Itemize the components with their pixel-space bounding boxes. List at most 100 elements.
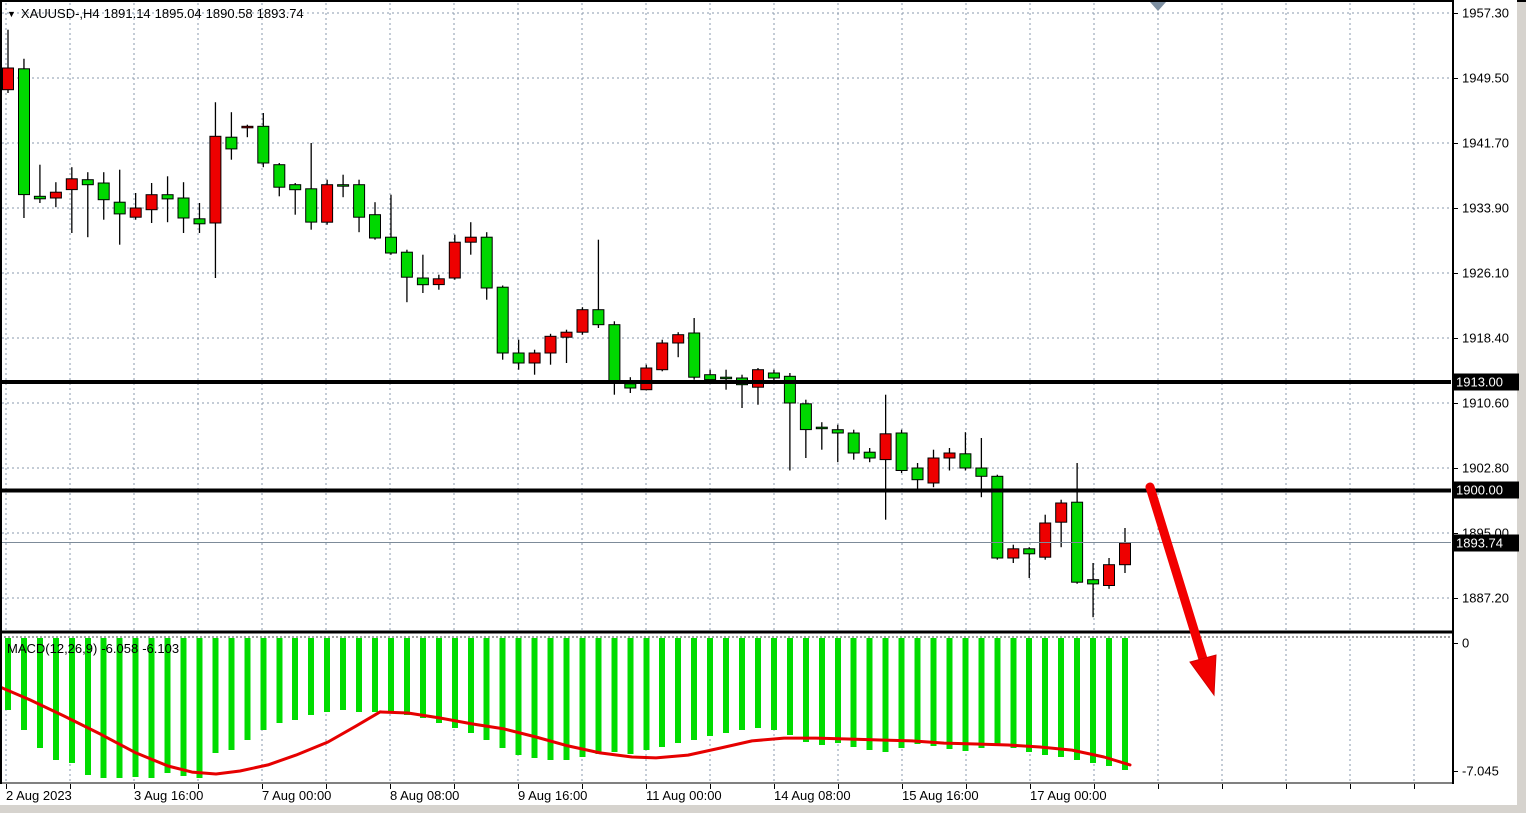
price-axis-tick (1454, 208, 1458, 209)
bear-candle-body (321, 184, 334, 223)
bull-candle-body (113, 201, 126, 215)
macd-histogram-bar (212, 638, 219, 753)
time-axis-tick (262, 784, 263, 789)
price-axis-tick (1454, 403, 1458, 404)
time-axis-label: 17 Aug 00:00 (1030, 788, 1107, 803)
macd-axis-label: 0 (1462, 635, 1470, 651)
price-axis[interactable]: 1957.30 1949.50 1941.70 1933.90 1926.10 1918.… (1452, 0, 1519, 784)
bull-candle-body (895, 432, 908, 471)
macd-histogram-bar (1074, 638, 1081, 761)
macd-histogram-bar (547, 638, 554, 761)
bull-candle-body (799, 403, 812, 431)
macd-histogram-bar (467, 638, 474, 733)
bull-candle-body (369, 214, 381, 239)
price-axis-tick (1454, 338, 1458, 339)
bear-candle-body (560, 331, 573, 338)
bear-candle-body (1039, 522, 1052, 558)
bear-candle-body (672, 334, 685, 344)
price-axis-tick (1454, 143, 1458, 144)
window-left-border (0, 0, 2, 784)
macd-indicator-label: MACD(12,26,9) -6.058 -6.103 (7, 641, 183, 656)
time-axis-tick (838, 784, 839, 789)
bull-candle-body (592, 309, 605, 326)
macd-histogram-bar (483, 638, 490, 740)
bear-candle-body (65, 178, 78, 191)
symbol-period-label: XAUUSD-,H4 (20, 6, 100, 21)
price-level-lines[interactable] (0, 380, 1451, 493)
bull-candle-body (1087, 579, 1100, 585)
macd-histogram-bar (499, 638, 506, 749)
time-axis-tick (582, 784, 583, 789)
time-axis-tick (966, 784, 967, 789)
macd-histogram-bar (356, 638, 363, 712)
time-axis-label: 3 Aug 16:00 (134, 788, 204, 803)
bull-candle-body (353, 184, 366, 218)
macd-histogram-bar (276, 638, 283, 723)
macd-name: MACD(12,26,9) (7, 641, 98, 656)
bull-candle-body (97, 182, 110, 201)
macd-histogram-bar (36, 638, 43, 749)
price-axis-label: 1910.60 (1462, 395, 1509, 411)
bull-candle-body (911, 467, 924, 481)
trend-arrow[interactable] (1145, 482, 1217, 697)
macd-histogram-bar (1106, 638, 1112, 766)
macd-histogram-bar (21, 638, 27, 730)
macd-histogram-bar (52, 638, 59, 761)
macd-histogram-bar (675, 638, 682, 744)
macd-histogram-bar (850, 638, 857, 747)
bull-candle-body (305, 188, 318, 223)
bear-candle-body (432, 278, 445, 286)
bull-candle-body (975, 467, 988, 477)
price-level-badge: 1913.00 (1454, 373, 1519, 391)
macd-histogram-bar (324, 638, 331, 712)
chevron-down-icon: ▼ (7, 9, 16, 19)
macd-histogram-bar (770, 638, 777, 730)
price-level-badge: 1900.00 (1454, 481, 1519, 499)
bull-candle-body (400, 251, 413, 278)
bear-candle-body (927, 457, 940, 484)
chart-canvas[interactable] (0, 0, 1452, 784)
arrow-head (1189, 654, 1217, 697)
macd-histogram-bar (148, 638, 155, 778)
bull-candle-body (1023, 548, 1036, 555)
bull-candle-body (688, 332, 701, 378)
bull-candle-body (81, 179, 94, 186)
macd-histogram-bar (930, 638, 937, 746)
bear-candle-body (640, 367, 653, 391)
time-axis-tick (518, 784, 519, 789)
macd-histogram-bar (627, 638, 634, 754)
candlestick-series[interactable] (2, 29, 1131, 618)
price-level-badge: 1893.74 (1454, 534, 1519, 552)
price-axis-label: 1926.10 (1462, 265, 1509, 281)
time-axis[interactable]: 2 Aug 2023 3 Aug 16:00 7 Aug 00:00 8 Aug 08… (0, 784, 1517, 805)
macd-histogram-bar (739, 638, 745, 730)
pane-separator[interactable] (0, 630, 1452, 784)
bull-candle-body (416, 277, 429, 286)
bull-candle-body (193, 218, 206, 225)
bear-candle-body (879, 433, 892, 461)
time-axis-tick (454, 784, 455, 789)
macd-axis-tick (1454, 771, 1458, 772)
bear-candle-body (576, 309, 589, 333)
bull-candle-body (289, 184, 302, 191)
macd-histogram-bar (707, 638, 714, 736)
chart-title-overlay: ▼ XAUUSD-,H4 1891.14 1895.04 1890.58 1893.74 (7, 6, 308, 21)
macd-histogram-bar (388, 638, 394, 713)
bull-candle-body (496, 286, 509, 354)
macd-histogram-bar (595, 638, 602, 754)
macd-histogram-bar (994, 638, 1001, 746)
time-axis-tick (774, 784, 775, 789)
macd-histogram (5, 638, 1128, 778)
price-axis-label: 1918.40 (1462, 330, 1509, 346)
bull-candle-body (624, 383, 637, 389)
scroll-position-marker-icon (1150, 2, 1166, 11)
macd-histogram-bar (563, 638, 570, 761)
time-axis-tick (902, 784, 903, 789)
time-axis-tick (1158, 784, 1159, 789)
macd-histogram-bar (196, 638, 203, 778)
macd-histogram-bar (5, 638, 11, 710)
macd-histogram-bar (1122, 638, 1128, 770)
bear-candle-body (528, 352, 541, 364)
macd-histogram-bar (1090, 638, 1097, 763)
